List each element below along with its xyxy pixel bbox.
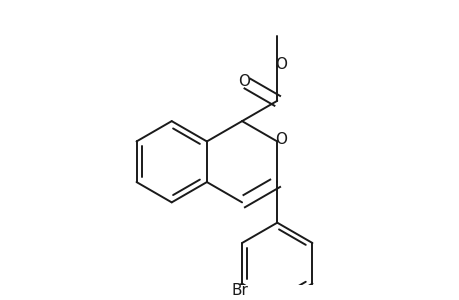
Text: O: O xyxy=(238,74,250,89)
Text: O: O xyxy=(274,57,286,72)
Text: Br: Br xyxy=(231,283,247,298)
Text: O: O xyxy=(275,132,287,147)
